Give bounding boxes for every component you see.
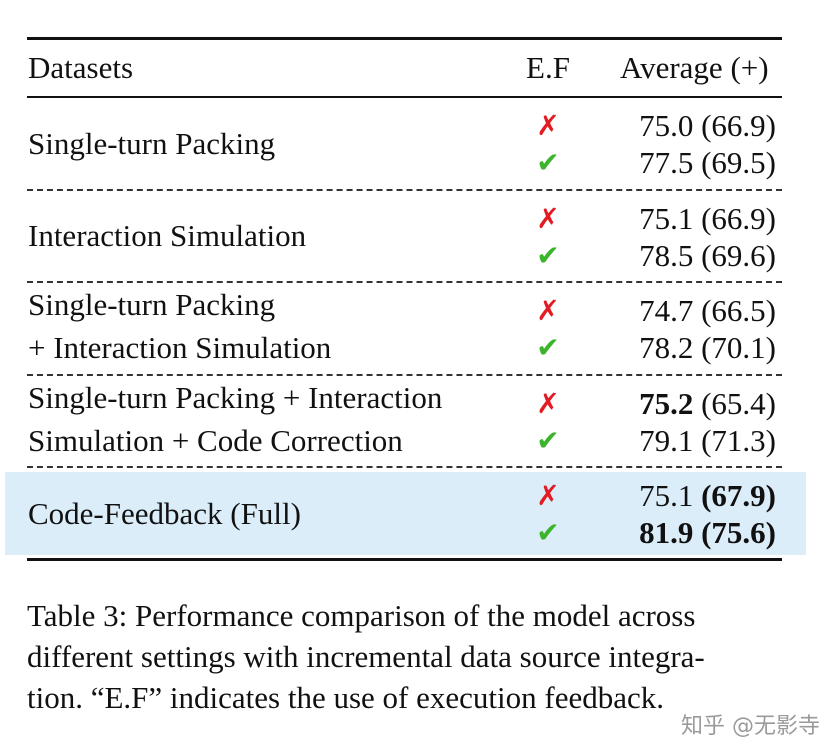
ef-mark: ✔ [536,423,560,457]
dataset-name: Single-turn Packing [28,287,276,323]
average-gain: (66.9) [701,108,776,143]
average-cell: 77.5 (69.5) [639,145,776,181]
average-gain: (70.1) [701,330,776,366]
top-rule [27,37,782,40]
header-rule [27,96,782,98]
row-highlight [5,472,806,555]
ef-mark: ✗ [536,479,560,513]
average-value: 78.5 [639,237,694,273]
group-separator [27,466,782,469]
average-cell: 81.9 (75.6) [639,515,776,551]
average-gain: (65.4) [701,385,776,421]
average-cell: 78.2 (70.1) [639,330,776,366]
group-separator [27,281,782,284]
average-gain: (69.5) [701,145,776,180]
average-gain: (75.6) [701,515,776,551]
average-value: 78.2 [639,330,694,366]
dataset-name: Simulation + Code Correction [28,422,403,458]
average-value: 75.1 [639,200,694,236]
ef-mark: ✔ [536,238,560,272]
ef-mark: ✗ [536,294,560,328]
average-value: 75.0 [639,108,694,143]
group-separator [27,373,782,376]
ef-mark: ✗ [536,109,560,142]
average-cell: 75.0 (66.9) [639,108,776,144]
average-gain: (66.9) [701,200,776,236]
average-value: 75.2 [639,385,694,421]
caption-line: Table 3: Performance comparison of the m… [27,598,696,633]
average-cell: 79.1 (71.3) [639,423,776,459]
average-value: 79.1 [639,422,694,458]
header-cell: Datasets [28,50,134,85]
average-gain: (71.3) [701,422,776,458]
caption-line: tion. “E.F” indicates the use of executi… [27,680,664,715]
ef-mark: ✗ [536,386,560,420]
average-value: 77.5 [639,145,694,180]
dataset-name: Code-Feedback (Full) [28,495,301,531]
caption-line: different settings with incremental data… [27,639,705,674]
dataset-name: Single-turn Packing [28,125,276,161]
ef-mark: ✔ [536,331,560,365]
average-cell: 75.1 (66.9) [639,201,776,237]
average-cell: 78.5 (69.6) [639,238,776,274]
average-cell: 74.7 (66.5) [639,293,776,329]
bottom-rule [27,558,782,561]
ef-mark: ✔ [536,146,560,179]
group-separator [27,188,782,191]
ef-mark: ✔ [536,516,560,550]
average-gain: (66.5) [701,293,776,329]
header-cell: E.F [526,50,570,85]
dataset-name: Single-turn Packing + Interaction [28,379,443,415]
watermark: 知乎 @无影寺 [681,714,820,739]
header-cell: Average (+) [620,50,769,85]
average-gain: (67.9) [701,478,776,514]
dataset-name: Interaction Simulation [28,218,307,254]
average-value: 75.1 [639,478,694,514]
average-gain: (69.6) [701,237,776,273]
average-cell: 75.1 (67.9) [639,478,776,514]
average-value: 74.7 [639,293,694,329]
dataset-name: + Interaction Simulation [28,330,332,366]
average-cell: 75.2 (65.4) [639,386,776,422]
ef-mark: ✗ [536,201,560,235]
average-value: 81.9 [639,515,694,551]
